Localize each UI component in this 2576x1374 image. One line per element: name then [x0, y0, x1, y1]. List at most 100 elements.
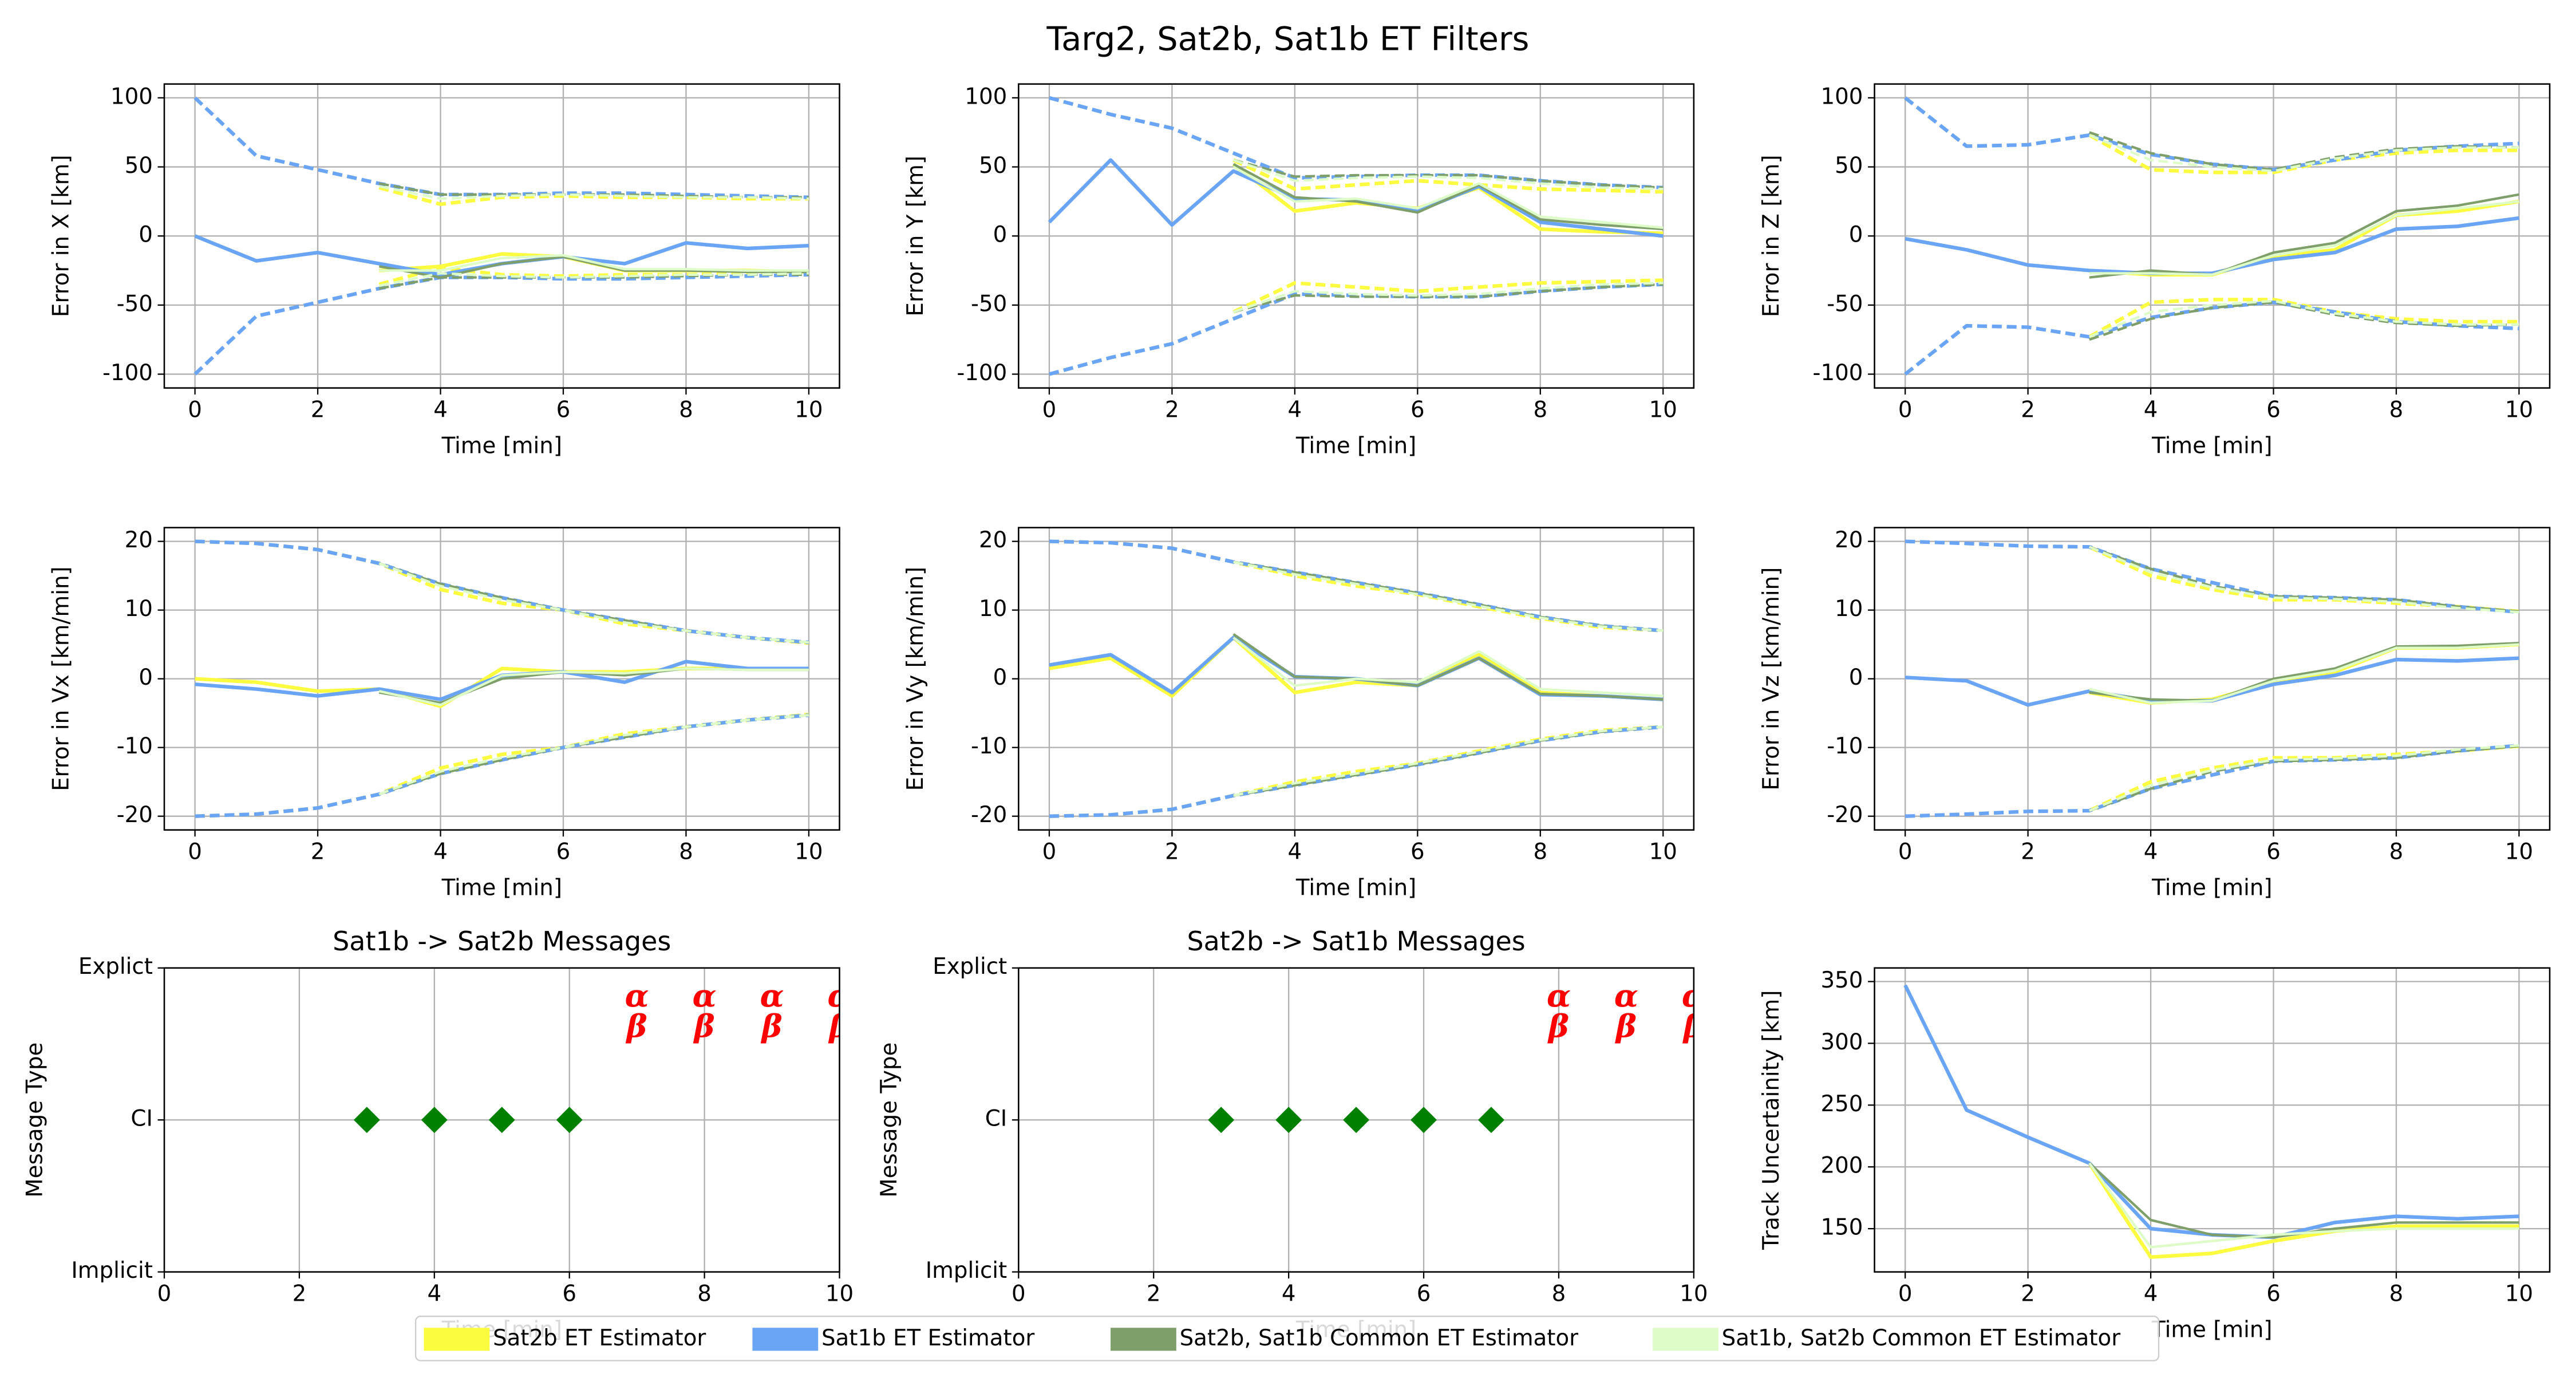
data-line [378, 255, 809, 279]
marker-diamond [353, 1107, 380, 1134]
y-tick-label: 0 [1849, 665, 1863, 690]
x-tick-label: 4 [1282, 1281, 1296, 1306]
y-tick-label: 0 [139, 665, 153, 690]
x-tick-label: 2 [2021, 397, 2035, 423]
y-axis-label: Error in Y [km] [903, 156, 929, 317]
annotation: α [760, 977, 784, 1014]
y-tick-label: 300 [1821, 1029, 1863, 1055]
x-tick-label: 10 [795, 839, 823, 864]
y-tick-label: 10 [979, 596, 1007, 622]
plot-area [1018, 527, 1694, 830]
bound-line [378, 562, 809, 644]
y-axis-label: Error in Vz [km/min] [1759, 567, 1784, 791]
axes: 0 2 4 6 8 10 150 200 250 300 350 Time [min] Track Un… [1759, 967, 2551, 1343]
axes-frame [163, 527, 840, 831]
y-axis-label: Error in Vx [km/min] [49, 566, 74, 791]
y-tick-label: 0 [993, 222, 1008, 248]
panel-title: Sat2b -> Sat1b Messages [1187, 926, 1526, 957]
x-tick-label: 2 [2021, 839, 2035, 864]
y-axis-label: Message Type [876, 1043, 902, 1198]
x-tick-label: 6 [556, 397, 571, 423]
x-tick-label: 10 [2505, 839, 2533, 864]
x-tick-label: 4 [2144, 839, 2158, 864]
annotation: β [1615, 1008, 1637, 1044]
legend-swatch [424, 1328, 490, 1351]
x-tick-label: 2 [311, 397, 325, 423]
x-tick-label: 8 [2389, 839, 2404, 864]
data-line [2088, 1162, 2519, 1249]
plot-area [164, 84, 840, 388]
data-line [1232, 165, 1664, 229]
y-tick-label: -20 [1827, 802, 1863, 828]
data-line [2088, 1162, 2519, 1259]
y-tick-label: 100 [1821, 84, 1863, 109]
axes-frame [163, 967, 840, 1273]
y-tick-label: 50 [1835, 153, 1863, 179]
y-tick-label: -50 [1827, 291, 1863, 317]
y-axis-label: Message Type [22, 1043, 48, 1198]
x-tick-label: 6 [2266, 1281, 2281, 1306]
x-tick-label: 8 [1533, 839, 1547, 864]
y-tick-label: 20 [125, 527, 153, 553]
x-tick-label: 0 [188, 397, 202, 423]
bound-line [2089, 745, 2519, 812]
axes-frame [1874, 967, 2551, 1273]
y-tick-label: CI [131, 1106, 152, 1132]
marker-diamond [1478, 1107, 1504, 1134]
x-tick-label: 4 [1288, 839, 1302, 864]
bound-line [2089, 134, 2519, 172]
y-tick-label: 0 [993, 665, 1008, 690]
data-line [2089, 642, 2519, 702]
bound-line [1232, 278, 1664, 314]
x-tick-label: 6 [562, 1281, 576, 1306]
y-axis-label: Error in Vy [km/min] [903, 567, 929, 791]
plot-area [1018, 84, 1694, 388]
x-tick-label: 0 [1042, 839, 1057, 864]
bound-line [378, 185, 809, 200]
x-tick-label: 2 [311, 839, 325, 864]
x-tick-label: 10 [2505, 1281, 2533, 1306]
panel-title: Sat1b -> Sat2b Messages [333, 926, 671, 957]
bound-line [378, 272, 809, 287]
annotation: β [1682, 1008, 1704, 1044]
y-tick-label: -100 [1813, 360, 1863, 386]
bound-line [378, 562, 809, 644]
data-line [1232, 163, 1664, 231]
annotation: α [828, 977, 852, 1014]
axes: 0 2 4 6 8 10 -20 -10 0 10 20 Time [min] Error in Vx … [49, 527, 840, 901]
x-tick-label: 8 [679, 397, 693, 423]
annotation: β [693, 1008, 715, 1044]
data-line [1232, 636, 1664, 697]
bound-line [2089, 131, 2519, 171]
axes-frame [163, 83, 840, 389]
legend-swatch [752, 1328, 819, 1351]
x-tick-label: 4 [433, 839, 448, 864]
annotation: β [828, 1008, 850, 1044]
bound-line [1233, 159, 1664, 189]
x-axis-label: Time [min] [1295, 433, 1416, 459]
marker-diamond [1275, 1107, 1302, 1134]
x-tick-label: 0 [157, 1281, 172, 1306]
y-tick-label: CI [985, 1106, 1007, 1132]
legend-label: Sat2b ET Estimator [493, 1325, 706, 1351]
legend-box [414, 1316, 2160, 1361]
axes: 0 2 4 6 8 10 -100 -50 0 50 100 Time [min] Error in Z… [1759, 83, 2551, 459]
y-tick-label: 0 [139, 222, 153, 248]
data-line [2089, 200, 2519, 276]
y-axis-label: Error in X [km] [49, 155, 74, 317]
x-axis-label: Time [min] [441, 875, 562, 901]
y-tick-label: 150 [1821, 1215, 1863, 1241]
plot-area [1874, 968, 2550, 1272]
marker-diamond [488, 1107, 515, 1134]
y-tick-label: 100 [110, 84, 153, 109]
x-tick-label: 10 [1649, 397, 1677, 423]
y-tick-label: -20 [117, 802, 153, 828]
figure-title: Targ2, Sat2b, Sat1b ET Filters [1046, 20, 1530, 58]
x-axis-label: Time [min] [2151, 1317, 2272, 1343]
marker-diamond [556, 1107, 583, 1134]
x-tick-label: 6 [556, 839, 571, 864]
x-tick-label: 8 [2389, 397, 2404, 423]
axes-frame [1874, 83, 2551, 389]
bound-line [2089, 744, 2519, 812]
